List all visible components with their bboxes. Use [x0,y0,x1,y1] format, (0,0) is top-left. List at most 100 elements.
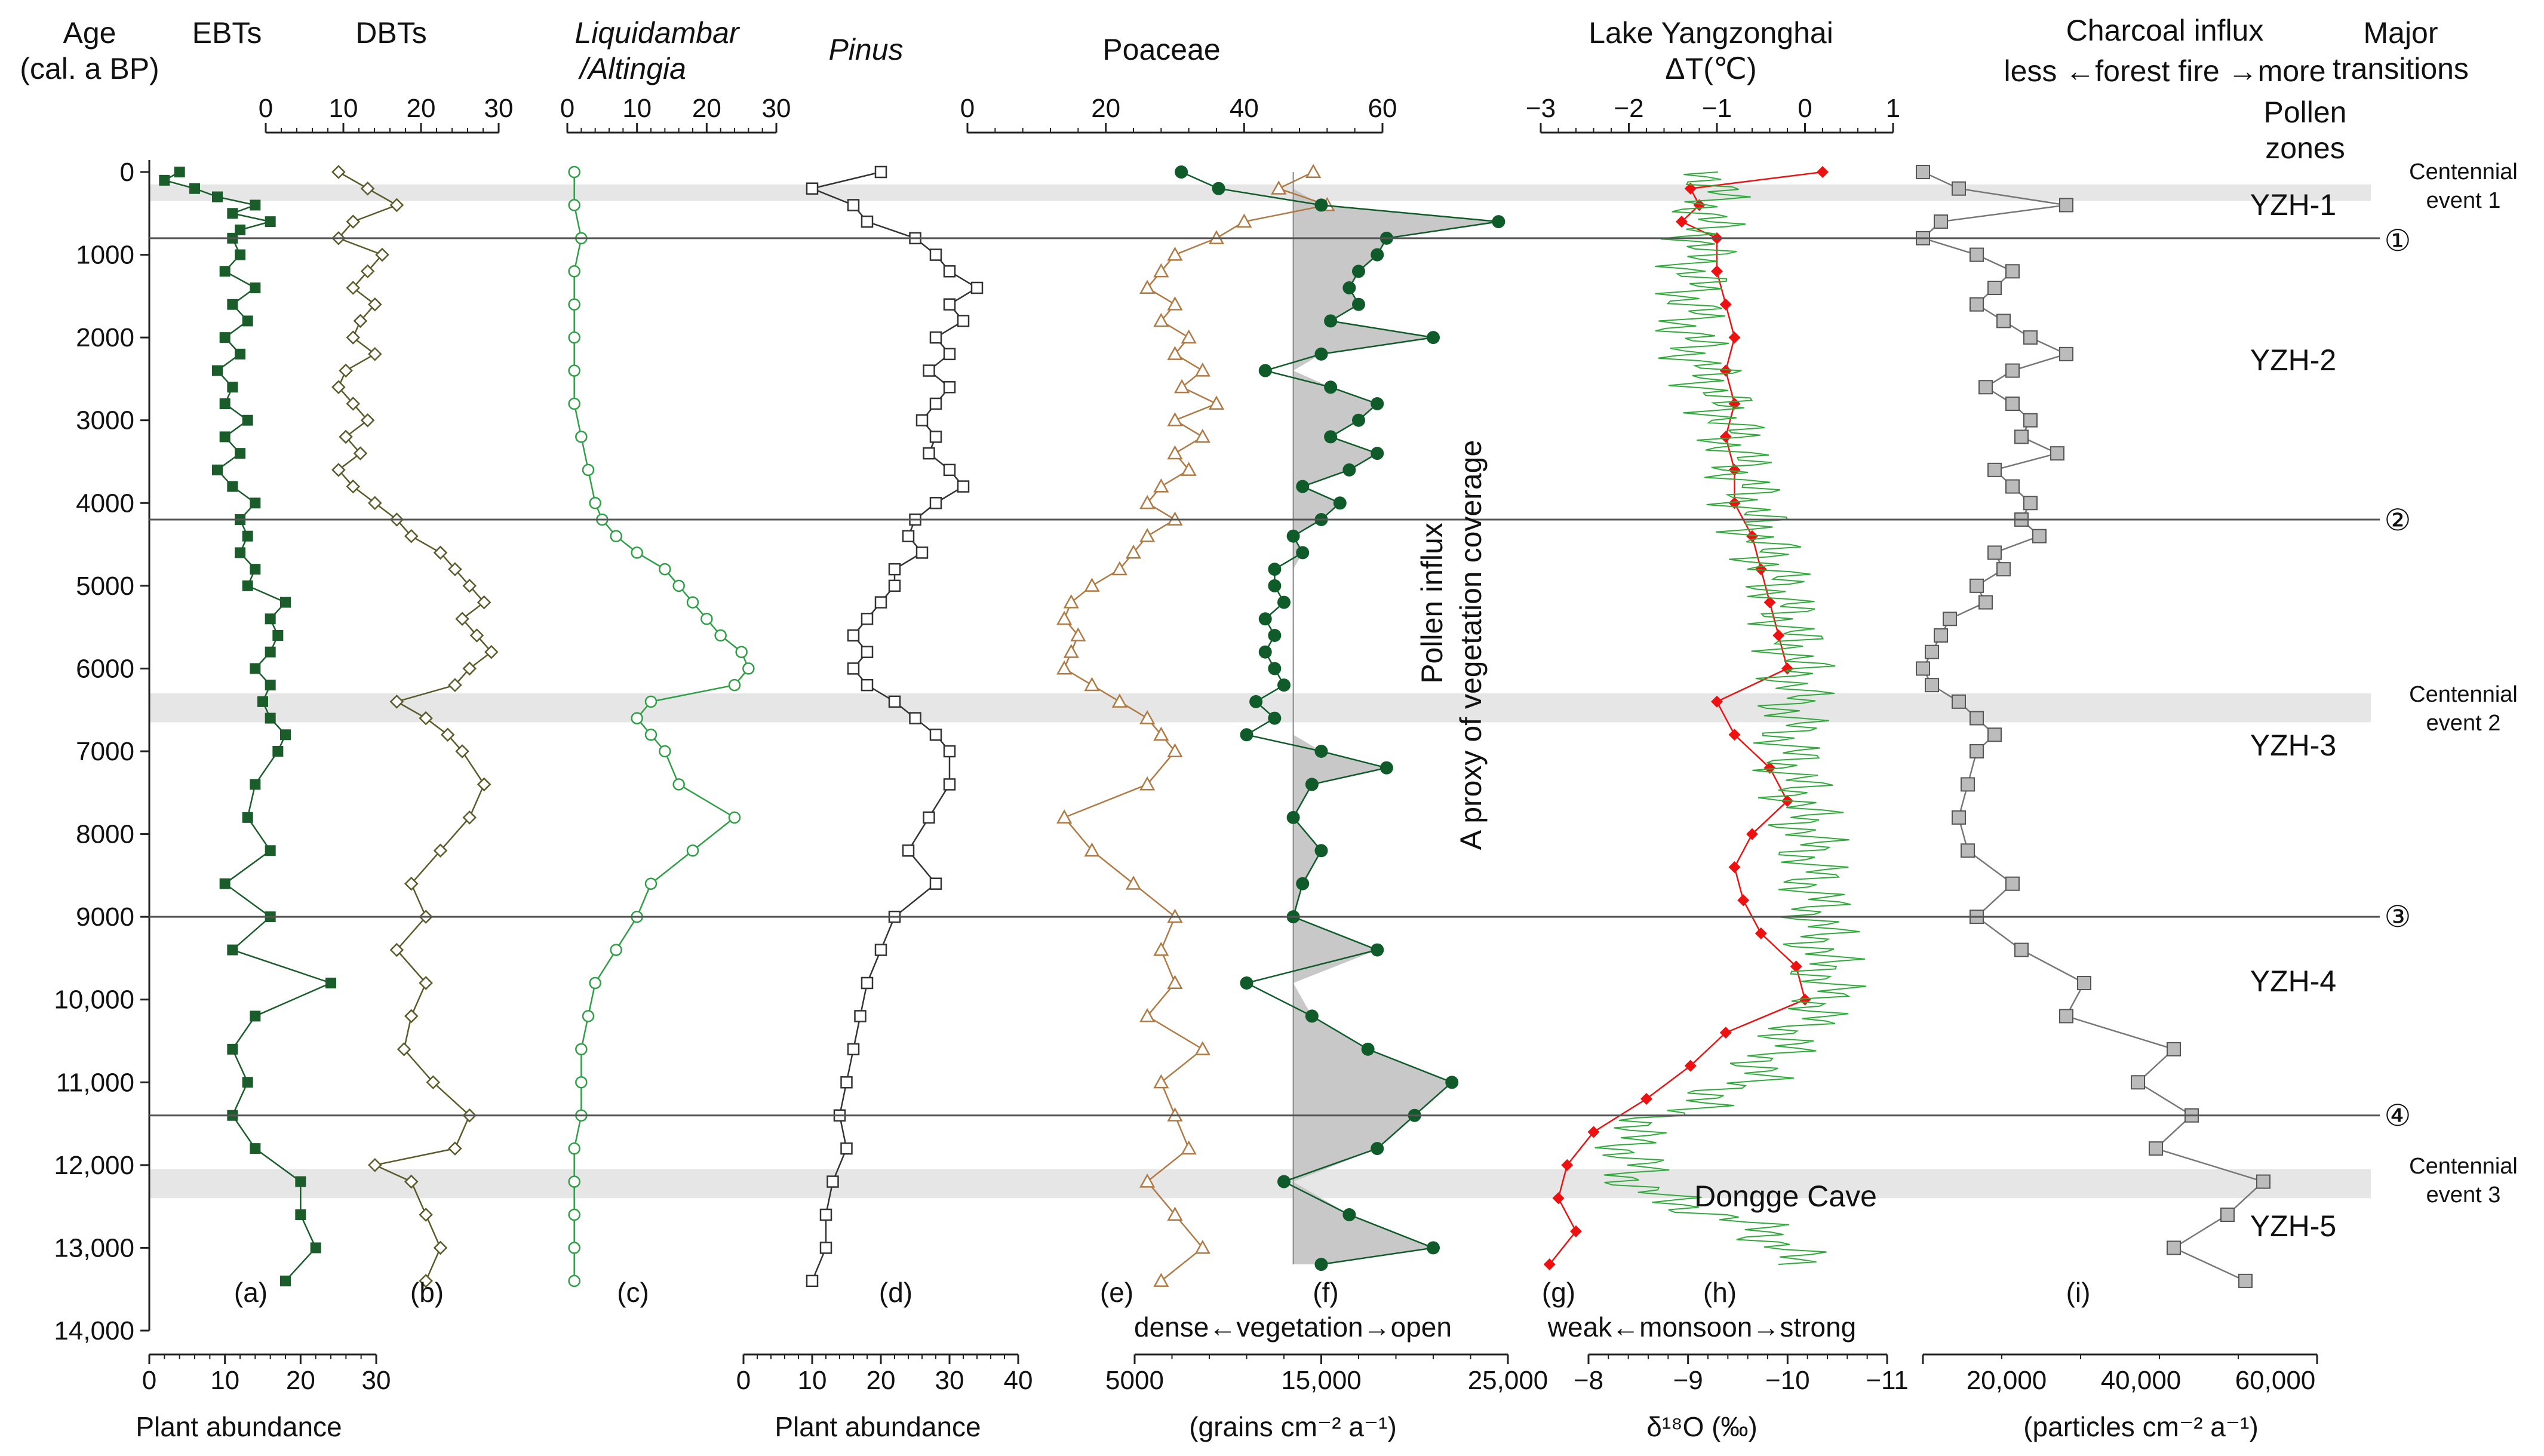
data-point [714,629,727,642]
bottom-axis-plant2-tick-label: 10 [798,1366,827,1395]
data-point [1268,662,1282,675]
data-point [1711,265,1723,278]
data-point [1173,379,1190,394]
data-point [2077,976,2091,990]
bottom-axis-charcoal-tick-label: 40,000 [2101,1366,2182,1395]
data-point [1916,165,1930,179]
data-point [1719,364,1732,377]
bottom-axis-d18o-tick-label: −11 [1866,1366,1908,1395]
top-axis-dbts-tick-label: 30 [484,94,514,123]
top-axis-dbts-tick-label: 20 [407,94,436,123]
data-point [280,729,291,741]
data-point [219,266,231,277]
data-point [1987,545,2002,560]
data-point [1056,660,1073,675]
data-point [1153,1074,1169,1089]
data-point [448,562,462,576]
data-point [1153,263,1169,278]
data-point [389,695,404,709]
bottom-axis-plant2-tick-label: 40 [1004,1366,1033,1395]
data-point [1111,561,1127,576]
bottom-axis-plant1-tick-label: 20 [286,1366,315,1395]
data-point [346,281,361,295]
data-point [389,942,404,957]
data-point [1167,296,1183,311]
data-point [219,878,231,889]
data-point [265,646,276,658]
bottom-axis-d18o-tick-label: −10 [1765,1366,1810,1395]
data-point [888,695,901,708]
data-point [419,976,433,990]
data-point [331,165,346,179]
data-point [728,811,741,824]
series-dbts [331,165,499,1288]
data-point [1167,445,1183,460]
data-point [1277,595,1291,609]
data-point [2238,1273,2253,1288]
data-point [1208,395,1225,410]
data-point [582,1010,595,1022]
data-point [1268,711,1282,725]
age-tick-label: 9000 [76,902,134,932]
data-point [455,612,469,626]
data-point [847,662,860,675]
data-point [1249,695,1263,708]
data-point [310,1242,321,1254]
data-point [854,1010,867,1022]
data-point [1587,1126,1600,1138]
data-point [1314,198,1328,212]
data-point [2032,529,2047,543]
data-point [575,431,588,443]
data-point [943,265,956,278]
zone-yzh-1: YZH-1 [2250,188,2336,222]
data-point [1925,644,1939,659]
data-point [1684,182,1697,195]
data-point [242,414,253,426]
data-point [1987,462,2002,477]
data-point [888,579,901,592]
age-tick-label: 6000 [76,654,134,683]
data-point [250,564,261,575]
bottom-axis-d18o-tick-label: −9 [1673,1366,1703,1395]
data-point [235,448,245,459]
data-point [1305,164,1322,179]
data-point [1987,727,2002,742]
data-point [1286,810,1300,824]
data-point [1342,281,1356,294]
data-point [1139,1007,1156,1022]
data-point [1978,380,1993,395]
data-point [339,363,353,378]
data-point [250,1010,261,1022]
transition-1: ① [2385,224,2411,257]
age-tick-label: 10,000 [54,985,134,1015]
bottom-label-plant-2: Plant abundance [775,1411,981,1442]
data-point [2256,1174,2270,1189]
data-point [575,1076,588,1089]
data-point [806,182,819,195]
header-lake: Lake Yangzonghai [1589,16,1833,50]
data-point [589,497,601,509]
top-axis-poaceae-tick-label: 40 [1230,94,1259,123]
data-point [915,414,929,426]
bottom-axis-influx-tick-label: 25,000 [1468,1366,1548,1395]
data-point [2014,429,2029,444]
event-3-line2: event 3 [2426,1182,2501,1208]
data-point [568,1142,580,1155]
data-point [943,778,956,791]
data-point [1194,1239,1210,1254]
panel-letter-b: (b) [410,1277,444,1308]
data-point [2059,198,2073,213]
annotation-dongge: Dongge Cave [1694,1179,1877,1213]
data-point [227,1043,238,1055]
data-point [970,281,984,294]
influx-shaded-area [1293,172,1499,1265]
panel-letter-a: (a) [234,1277,268,1308]
data-point [1296,480,1310,493]
age-tick-label: 8000 [76,820,134,849]
data-point [1070,627,1086,642]
bottom-axis-plant1-tick-label: 10 [210,1366,239,1395]
data-point [1125,544,1142,559]
header-pinus: Pinus [828,33,903,66]
data-point [1258,612,1272,626]
data-point [295,1176,306,1187]
